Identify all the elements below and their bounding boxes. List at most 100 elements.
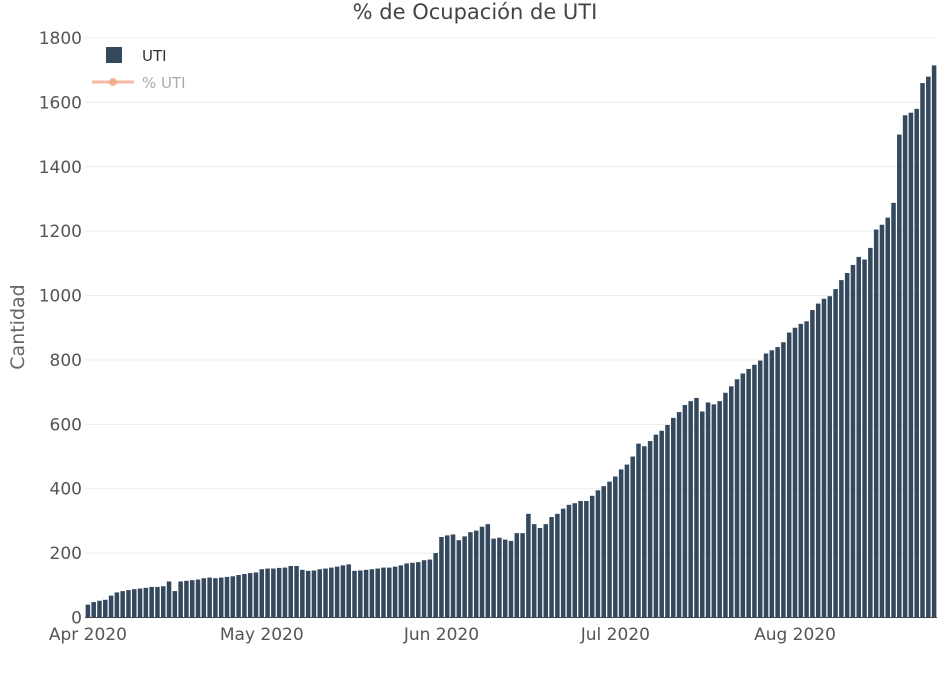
bar (636, 443, 641, 618)
bar (479, 526, 485, 618)
bar (468, 532, 473, 618)
bar (172, 591, 178, 618)
bar (757, 360, 763, 618)
bar (143, 587, 149, 618)
bar (236, 575, 241, 618)
bar (259, 569, 265, 618)
bar (288, 565, 294, 618)
bar (526, 513, 531, 618)
bar (862, 259, 867, 618)
bar (120, 591, 125, 618)
bar (363, 569, 369, 618)
bar (775, 347, 780, 618)
legend-item-pct-uti[interactable]: % UTI (92, 74, 186, 92)
y-tick-label: 400 (50, 480, 82, 500)
bar (618, 469, 624, 618)
bar (537, 528, 543, 618)
legend: UTI % UTI (92, 47, 186, 92)
y-tick-label: 1600 (39, 93, 82, 113)
bar (821, 298, 827, 618)
bar (926, 76, 931, 618)
bar (155, 586, 160, 618)
y-axis-label: Cantidad (7, 284, 29, 369)
bar (404, 563, 409, 618)
bar (201, 578, 207, 618)
x-tick-label: Aug 2020 (754, 625, 836, 645)
bar (369, 569, 375, 618)
legend-label-pct-uti: % UTI (142, 74, 186, 92)
bar (502, 539, 508, 618)
bar (624, 464, 630, 618)
bar (850, 264, 856, 618)
y-tick-label: 800 (50, 351, 82, 371)
bar (549, 517, 554, 618)
bar (914, 108, 919, 618)
bar (595, 490, 601, 618)
bar (694, 397, 699, 618)
y-tick-label: 200 (50, 544, 82, 564)
x-tick-label: May 2020 (220, 625, 304, 645)
bar (416, 562, 421, 618)
grid (85, 37, 937, 554)
bar (827, 296, 833, 618)
y-tick-label: 600 (50, 415, 82, 435)
bar (97, 600, 102, 618)
y-tick-label: 1800 (39, 29, 82, 49)
bar (734, 379, 740, 618)
bar (189, 580, 195, 618)
bar (444, 535, 450, 618)
bar (891, 202, 896, 618)
bar (160, 586, 166, 618)
bar (642, 446, 647, 618)
legend-marker-pct-uti (109, 78, 117, 86)
bar (340, 565, 346, 618)
bar (647, 441, 653, 618)
bar (659, 430, 664, 618)
legend-label-uti: UTI (142, 47, 167, 65)
bar (879, 224, 885, 618)
bar (491, 538, 496, 618)
chart-title: % de Ocupación de UTI (353, 0, 598, 24)
bar (844, 273, 850, 618)
bar (781, 342, 786, 618)
bar (671, 417, 676, 618)
bar (763, 353, 769, 618)
bar (589, 495, 595, 618)
bar (497, 537, 502, 618)
bar (839, 280, 844, 618)
bar (514, 533, 520, 618)
bar (613, 476, 618, 618)
bar (271, 568, 276, 618)
bar (317, 569, 322, 618)
bar (247, 573, 253, 618)
bar (392, 566, 398, 618)
bar (798, 323, 804, 618)
bar (711, 404, 717, 618)
x-tick-label: Jul 2020 (580, 625, 650, 645)
legend-swatch-uti (106, 47, 122, 63)
bar (902, 115, 908, 618)
bar (276, 567, 282, 618)
x-tick-label: Apr 2020 (49, 625, 127, 645)
bar (804, 321, 809, 618)
bar (305, 570, 311, 618)
bar (752, 364, 757, 618)
bar (728, 386, 734, 618)
legend-item-uti[interactable]: UTI (106, 47, 167, 65)
bar (786, 332, 792, 618)
bar (91, 602, 96, 618)
bar (103, 599, 108, 618)
bar (485, 524, 491, 618)
bar (508, 540, 514, 618)
bar (856, 256, 862, 618)
bar (253, 572, 259, 618)
bar (329, 567, 334, 618)
bar (688, 401, 693, 618)
bar (387, 567, 392, 618)
bar (769, 350, 775, 618)
bar (410, 562, 415, 618)
y-tick-label: 1000 (39, 287, 82, 307)
bar (114, 592, 120, 618)
bar (676, 412, 682, 618)
bar (132, 589, 137, 618)
